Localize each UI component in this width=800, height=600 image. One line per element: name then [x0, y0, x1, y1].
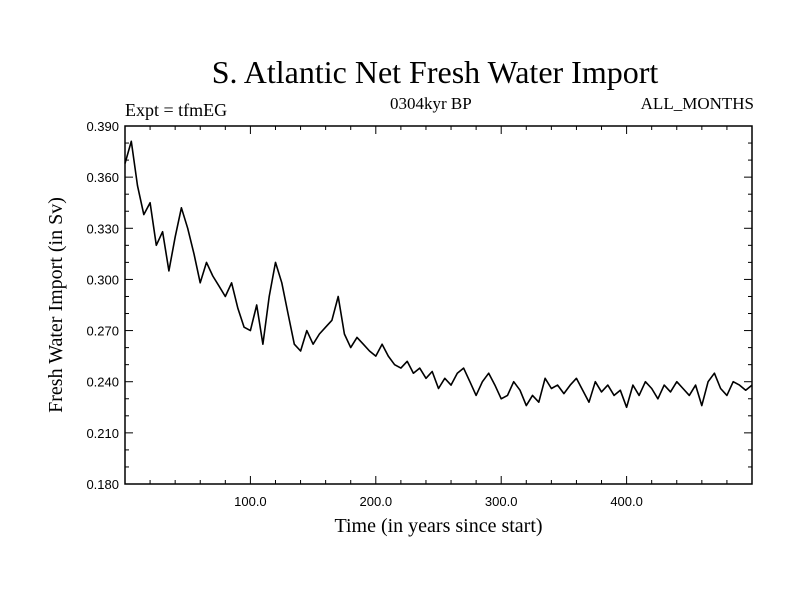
y-tick-label: 0.210 — [86, 426, 119, 441]
y-tick-label: 0.270 — [86, 324, 119, 339]
y-tick-label: 0.360 — [86, 170, 119, 185]
x-tick-label: 200.0 — [360, 494, 393, 509]
y-tick-label: 0.300 — [86, 272, 119, 287]
series-line — [124, 140, 753, 409]
y-axis-title: Fresh Water Import (in Sv) — [45, 197, 67, 413]
plot-frame — [124, 125, 753, 485]
chart-title: S. Atlantic Net Fresh Water Import — [211, 54, 659, 90]
x-tick-label: 300.0 — [485, 494, 518, 509]
x-axis-title: Time (in years since start) — [334, 515, 542, 537]
y-tick-label: 0.330 — [86, 221, 119, 236]
y-tick-label: 0.390 — [86, 119, 119, 134]
months-label: ALL_MONTHS — [640, 94, 754, 113]
y-tick-label: 0.180 — [86, 477, 119, 492]
period-label: 0304kyr BP — [390, 94, 472, 113]
x-tick-label: 400.0 — [610, 494, 643, 509]
experiment-label: Expt = tfmEG — [125, 100, 228, 120]
x-tick-label: 100.0 — [234, 494, 267, 509]
y-tick-label: 0.240 — [86, 375, 119, 390]
